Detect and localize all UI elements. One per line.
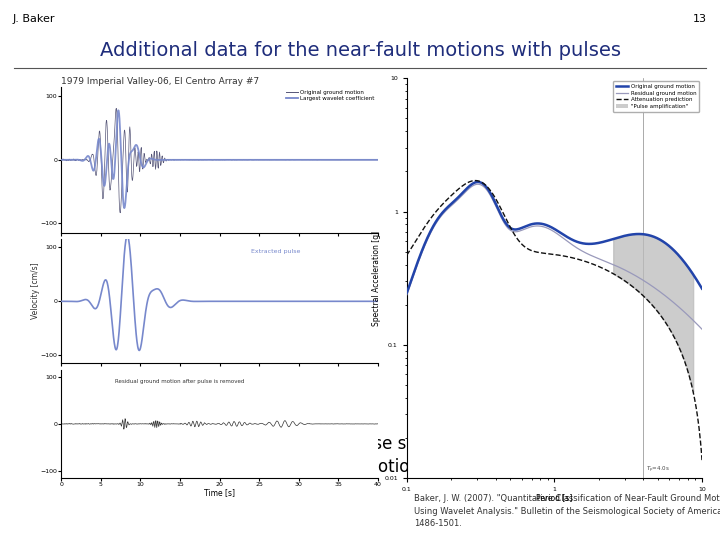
Text: Extracted pulse: Extracted pulse (251, 249, 301, 254)
X-axis label: Period [s]: Period [s] (536, 494, 572, 502)
Legend: Original ground motion, Largest wavelet coefficient: Original ground motion, Largest wavelet … (286, 90, 375, 102)
Text: Additional data for the near-fault motions with pulses: Additional data for the near-fault motio… (99, 40, 621, 59)
Text: Baker, J. W. (2007). "Quantitative Classification of Near-Fault Ground Motions
U: Baker, J. W. (2007). "Quantitative Class… (414, 494, 720, 528)
X-axis label: Time [s]: Time [s] (204, 489, 235, 497)
Y-axis label: Spectral Acceleration [g]: Spectral Acceleration [g] (372, 231, 382, 326)
Text: 1979 Imperial Valley-06, El Centro Array #7: 1979 Imperial Valley-06, El Centro Array… (61, 77, 259, 86)
Text: Time histories and response spectra for all three
“parts” of the ground motions : Time histories and response spectra for … (158, 435, 562, 476)
Text: Residual ground motion after pulse is removed: Residual ground motion after pulse is re… (115, 379, 244, 383)
Legend: Original ground motion, Residual ground motion, Attenuation prediction, "Pulse a: Original ground motion, Residual ground … (613, 81, 699, 112)
Text: $T_p$=4.0s: $T_p$=4.0s (647, 465, 670, 475)
Text: 13: 13 (693, 14, 707, 24)
Text: J. Baker: J. Baker (13, 14, 55, 24)
Text: Velocity [cm/s]: Velocity [cm/s] (32, 262, 40, 319)
